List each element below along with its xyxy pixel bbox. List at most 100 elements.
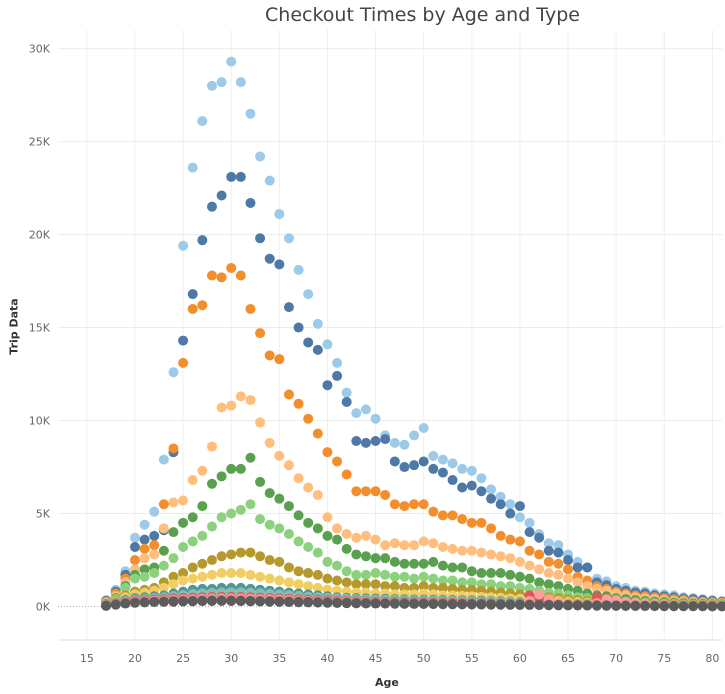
data-point[interactable] xyxy=(264,573,275,584)
data-point[interactable] xyxy=(178,335,189,346)
data-point[interactable] xyxy=(149,597,160,608)
data-point[interactable] xyxy=(216,77,227,88)
data-point[interactable] xyxy=(563,600,574,611)
data-point[interactable] xyxy=(332,560,343,571)
data-point[interactable] xyxy=(389,581,400,592)
data-point[interactable] xyxy=(255,514,266,525)
data-point[interactable] xyxy=(659,601,670,612)
data-point[interactable] xyxy=(178,240,189,251)
data-point[interactable] xyxy=(640,601,651,612)
data-point[interactable] xyxy=(563,555,574,566)
data-point[interactable] xyxy=(370,436,381,447)
data-point[interactable] xyxy=(206,201,217,212)
data-point[interactable] xyxy=(341,528,352,539)
data-point[interactable] xyxy=(197,571,208,582)
data-point[interactable] xyxy=(168,579,179,590)
data-point[interactable] xyxy=(486,484,497,495)
data-point[interactable] xyxy=(226,568,237,579)
data-point[interactable] xyxy=(187,289,198,300)
data-point[interactable] xyxy=(168,571,179,582)
data-point[interactable] xyxy=(293,510,304,521)
data-point[interactable] xyxy=(620,600,631,611)
data-point[interactable] xyxy=(197,116,208,127)
data-point[interactable] xyxy=(178,495,189,506)
data-point[interactable] xyxy=(226,171,237,182)
data-point[interactable] xyxy=(283,597,294,608)
data-point[interactable] xyxy=(380,569,391,580)
data-point[interactable] xyxy=(149,530,160,541)
data-point[interactable] xyxy=(149,549,160,560)
data-point[interactable] xyxy=(572,600,583,611)
data-point[interactable] xyxy=(505,599,516,610)
data-point[interactable] xyxy=(216,272,227,283)
data-point[interactable] xyxy=(293,473,304,484)
data-point[interactable] xyxy=(283,577,294,588)
data-point[interactable] xyxy=(466,545,477,556)
data-point[interactable] xyxy=(418,536,429,547)
data-point[interactable] xyxy=(505,499,516,510)
data-point[interactable] xyxy=(283,460,294,471)
data-point[interactable] xyxy=(389,571,400,582)
data-point[interactable] xyxy=(245,499,256,510)
data-point[interactable] xyxy=(245,303,256,314)
data-point[interactable] xyxy=(264,253,275,264)
data-point[interactable] xyxy=(293,398,304,409)
data-point[interactable] xyxy=(158,523,169,534)
data-point[interactable] xyxy=(370,553,381,564)
data-point[interactable] xyxy=(293,597,304,608)
data-point[interactable] xyxy=(360,404,371,415)
data-point[interactable] xyxy=(399,540,410,551)
data-point[interactable] xyxy=(389,437,400,448)
data-point[interactable] xyxy=(351,436,362,447)
data-point[interactable] xyxy=(255,233,266,244)
data-point[interactable] xyxy=(274,596,285,607)
data-point[interactable] xyxy=(553,540,564,551)
data-point[interactable] xyxy=(370,413,381,424)
data-point[interactable] xyxy=(255,571,266,582)
data-point[interactable] xyxy=(341,598,352,609)
data-point[interactable] xyxy=(524,600,535,611)
data-point[interactable] xyxy=(245,569,256,580)
data-point[interactable] xyxy=(139,597,150,608)
data-point[interactable] xyxy=(312,547,323,558)
data-point[interactable] xyxy=(274,450,285,461)
data-point[interactable] xyxy=(178,542,189,553)
data-point[interactable] xyxy=(717,601,725,612)
data-point[interactable] xyxy=(129,542,140,553)
data-point[interactable] xyxy=(563,564,574,575)
data-point[interactable] xyxy=(274,354,285,365)
data-point[interactable] xyxy=(418,581,429,592)
data-point[interactable] xyxy=(206,569,217,580)
data-point[interactable] xyxy=(178,575,189,586)
data-point[interactable] xyxy=(707,601,718,612)
data-point[interactable] xyxy=(524,517,535,528)
data-point[interactable] xyxy=(187,475,198,486)
data-point[interactable] xyxy=(543,579,554,590)
data-point[interactable] xyxy=(351,532,362,543)
data-point[interactable] xyxy=(332,357,343,368)
data-point[interactable] xyxy=(389,456,400,467)
data-point[interactable] xyxy=(466,599,477,610)
data-point[interactable] xyxy=(399,598,410,609)
data-point[interactable] xyxy=(245,452,256,463)
data-point[interactable] xyxy=(255,551,266,562)
data-point[interactable] xyxy=(466,577,477,588)
data-point[interactable] xyxy=(226,595,237,606)
data-point[interactable] xyxy=(158,596,169,607)
data-point[interactable] xyxy=(293,322,304,333)
data-point[interactable] xyxy=(206,555,217,566)
data-point[interactable] xyxy=(678,601,689,612)
data-point[interactable] xyxy=(341,387,352,398)
data-point[interactable] xyxy=(418,571,429,582)
data-point[interactable] xyxy=(582,562,593,573)
data-point[interactable] xyxy=(187,596,198,607)
data-point[interactable] xyxy=(534,577,545,588)
data-point[interactable] xyxy=(322,597,333,608)
data-point[interactable] xyxy=(351,408,362,419)
data-point[interactable] xyxy=(226,508,237,519)
data-point[interactable] xyxy=(428,450,439,461)
data-point[interactable] xyxy=(187,536,198,547)
data-point[interactable] xyxy=(476,547,487,558)
data-point[interactable] xyxy=(486,579,497,590)
data-point[interactable] xyxy=(274,259,285,270)
